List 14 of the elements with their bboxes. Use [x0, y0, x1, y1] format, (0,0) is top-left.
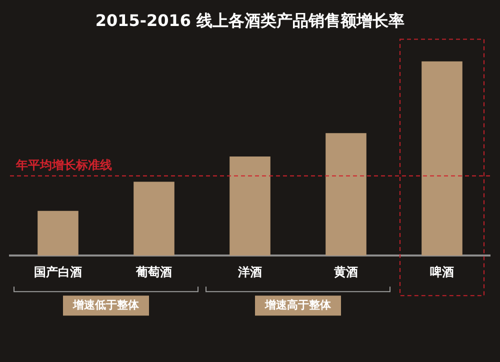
- bar: [38, 210, 78, 256]
- bar: [134, 182, 174, 256]
- x-tick-label: 啤酒: [430, 264, 454, 279]
- x-tick-label: 黄酒: [333, 264, 358, 279]
- text: 增速低于整体: [72, 298, 140, 312]
- text: 增速高于整体: [264, 298, 332, 312]
- ref-line-label: 年平均增长标准线: [15, 158, 112, 172]
- bar: [230, 156, 270, 256]
- x-tick-label: 国产白酒: [34, 264, 82, 279]
- bar: [326, 133, 366, 256]
- bar: [422, 61, 462, 256]
- chart-title: 2015-2016 线上各酒类产品销售额增长率: [95, 10, 405, 30]
- x-tick-label: 葡萄酒: [135, 264, 172, 279]
- x-tick-label: 洋酒: [237, 264, 262, 279]
